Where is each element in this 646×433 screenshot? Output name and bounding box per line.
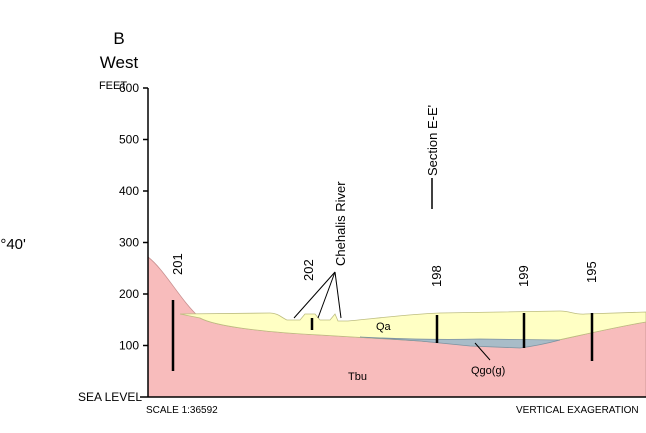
river-label: Chehalis River [333,181,348,266]
exaggeration: VERTICAL EXAGERATION [516,405,639,416]
well-label: 202 [301,259,316,281]
well-label: 199 [516,265,531,287]
tick-label: 500 [119,133,139,147]
unit-label: Qa [376,321,392,333]
section-label: Section E-E' [425,105,440,176]
unit-label: Tbu [348,371,367,383]
tick-label: 300 [119,236,139,250]
leader [335,272,341,318]
leader [318,272,335,318]
unit-label: Qgo(g) [471,365,505,377]
letter: B [113,29,124,48]
units-label: FEET [99,80,127,92]
well-label: 195 [584,261,599,283]
tick-label: 400 [119,184,139,198]
cross-section: 600500400300200100 B West FEET 6°40' SEA… [0,0,646,433]
tick-label: 200 [119,287,139,301]
tick-label: 100 [119,339,139,353]
sea-level: SEA LEVEL [78,390,142,404]
side-label: 6°40' [0,236,26,253]
scale: SCALE 1:36592 [146,405,218,416]
well-label: 201 [170,253,185,275]
direction: West [100,53,139,72]
well-label: 198 [429,265,444,287]
